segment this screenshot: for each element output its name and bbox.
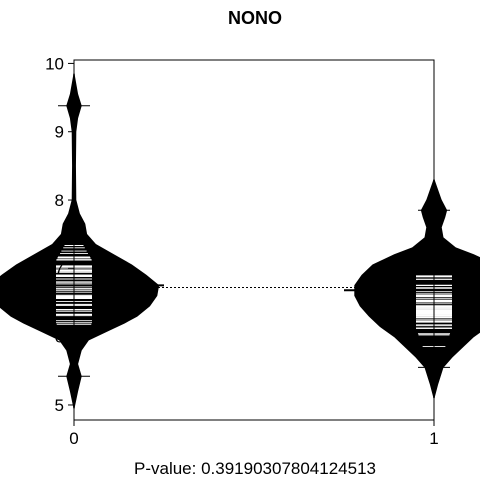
y-tick-label: 9 — [55, 123, 64, 142]
beans-layer — [0, 73, 480, 409]
bean-shape-0 — [0, 73, 160, 409]
y-tick-label: 6 — [55, 328, 64, 347]
plot-frame — [73, 59, 435, 421]
x-tick-label: 1 — [429, 429, 438, 448]
x-axis-label: P-value: 0.39190307804124513 — [134, 459, 376, 478]
y-tick-label: 5 — [55, 396, 64, 415]
y-tick-label: 8 — [55, 191, 64, 210]
chart-title: NONO — [228, 8, 282, 28]
y-tick-label: 10 — [45, 54, 64, 73]
y-tick-label: 7 — [55, 259, 64, 278]
bean-shape-1 — [354, 178, 480, 401]
y-axis: 5 6 7 8 9 10 — [45, 54, 74, 415]
x-tick-label: 0 — [69, 429, 78, 448]
